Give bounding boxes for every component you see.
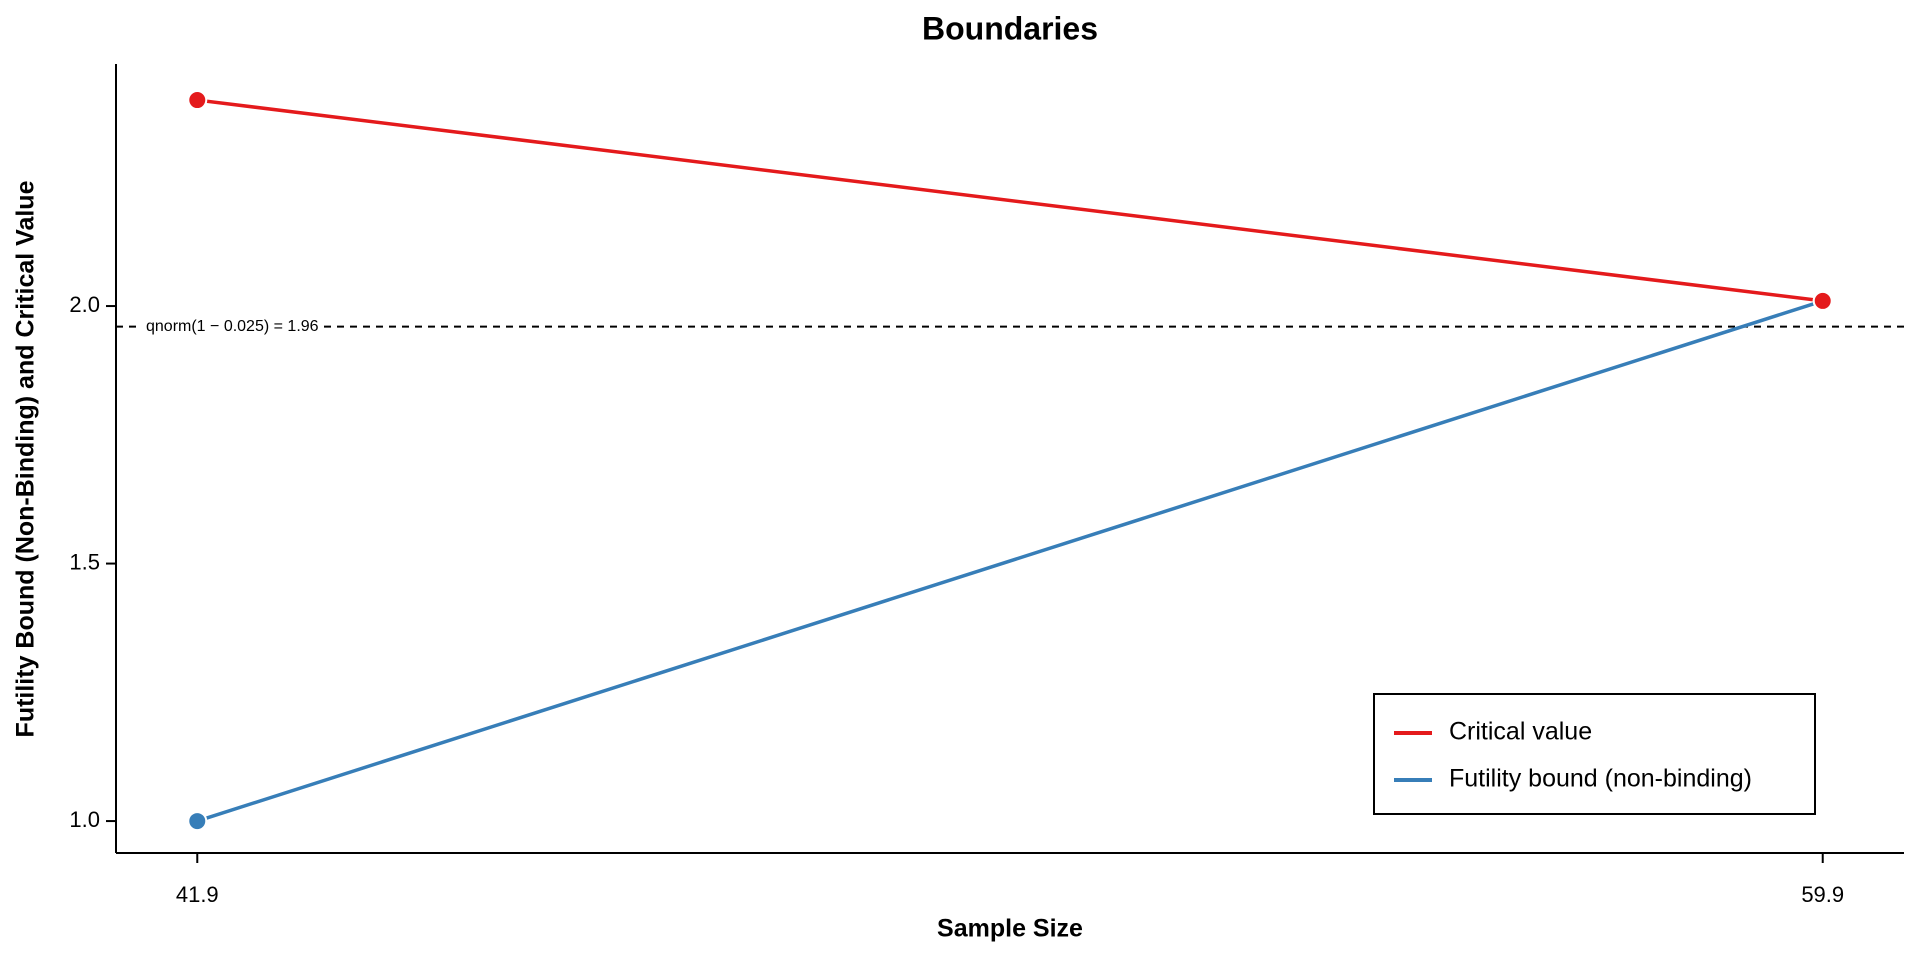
y-tick-label: 1.0 bbox=[69, 807, 100, 832]
chart-title: Boundaries bbox=[922, 10, 1098, 46]
y-axis-label: Futility Bound (Non-Binding) and Critica… bbox=[12, 180, 40, 737]
y-tick-label: 2.0 bbox=[69, 292, 100, 317]
legend-label: Futility bound (non-binding) bbox=[1449, 765, 1752, 793]
x-tick-label: 41.9 bbox=[176, 882, 219, 907]
x-axis-label: Sample Size bbox=[937, 915, 1083, 943]
reference-label: qnorm(1 − 0.025) = 1.96 bbox=[146, 318, 319, 335]
series-point bbox=[187, 811, 208, 832]
series-point bbox=[187, 90, 208, 111]
y-tick-label: 1.5 bbox=[69, 549, 100, 574]
series-line bbox=[197, 98, 1823, 303]
x-tick-label: 59.9 bbox=[1801, 882, 1844, 907]
legend-box bbox=[1373, 693, 1816, 815]
reference-label-bg bbox=[142, 316, 323, 337]
series-point bbox=[1812, 290, 1833, 311]
series-line bbox=[196, 299, 1824, 823]
legend-label: Critical value bbox=[1449, 718, 1592, 746]
